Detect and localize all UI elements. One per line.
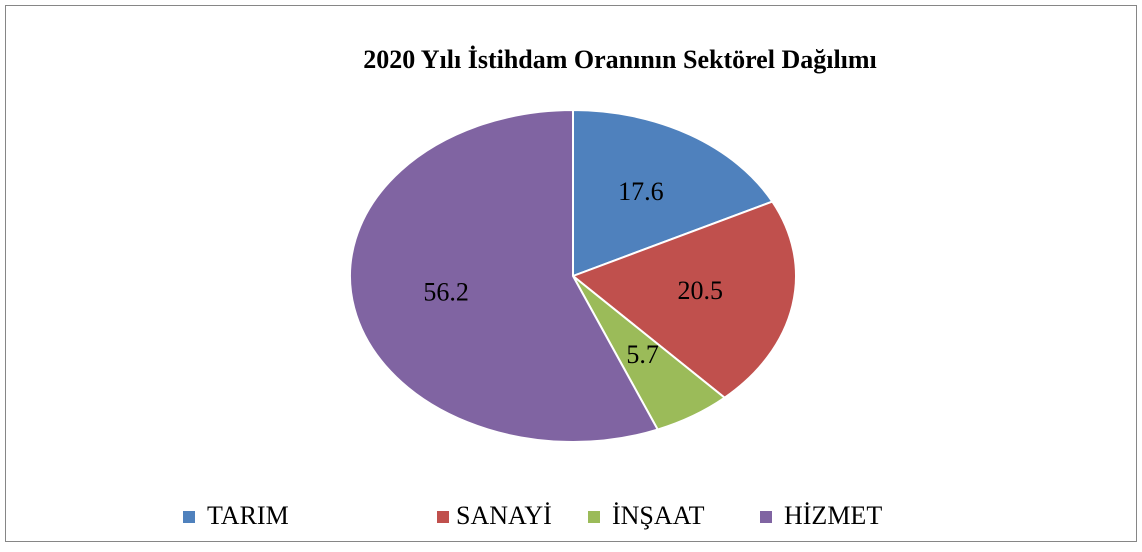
legend-swatch [183,511,195,523]
legend-label: HİZMET [784,501,882,530]
legend-swatch [760,511,772,523]
legend-label: SANAYİ [456,501,552,530]
data-label: 20.5 [678,276,724,305]
pie-slice [572,108,774,278]
pie-slice [571,200,797,399]
data-label: 5.7 [626,340,659,369]
legend-label: İNŞAAT [612,501,705,530]
pie-slice [349,108,660,443]
legend-swatch [588,511,600,523]
legend-label: TARIM [207,501,289,530]
legend-swatch [437,511,449,523]
data-label: 56.2 [423,278,469,307]
chart-title: 2020 Yılı İstihdam Oranının Sektörel Dağ… [363,45,877,74]
data-label: 17.6 [618,177,664,206]
